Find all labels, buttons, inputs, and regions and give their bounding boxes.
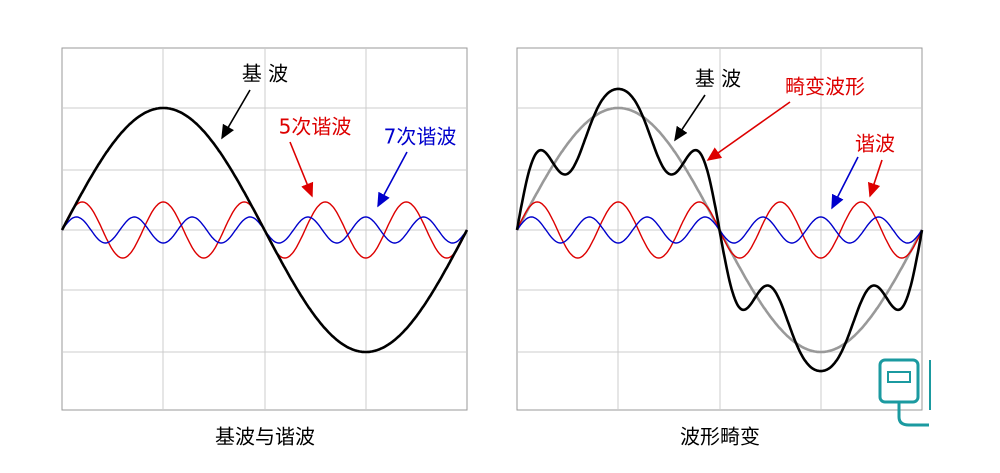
distorted-wave (515, 87, 924, 373)
label-distorted: 畸变波形 (785, 75, 865, 99)
arrows (221, 89, 883, 210)
label-fundamental: 基 波 (695, 67, 741, 91)
caption: 基波与谐波 (215, 425, 315, 449)
label-harmonic: 谐波 (855, 132, 895, 156)
label-fifth: 5次谐波 (279, 115, 352, 139)
fundamental (60, 106, 469, 354)
label-fundamental: 基 波 (242, 62, 288, 86)
logo (878, 358, 931, 427)
caption: 波形畸变 (680, 425, 760, 449)
label-seventh: 7次谐波 (384, 125, 457, 149)
